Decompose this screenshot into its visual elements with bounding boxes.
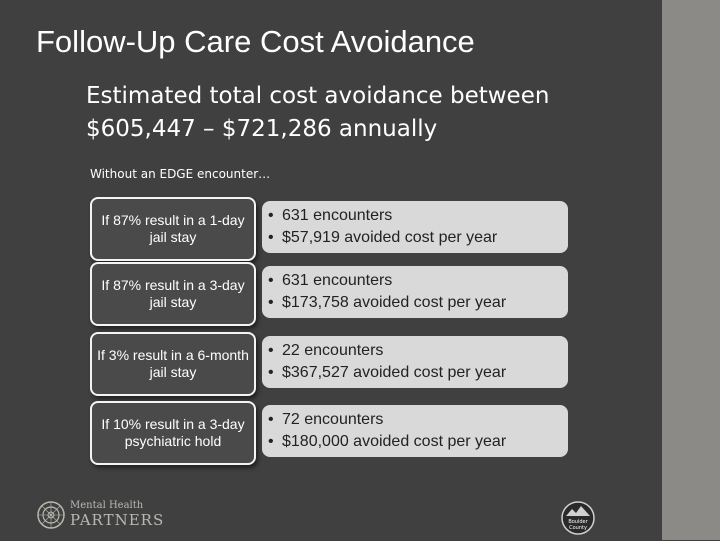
logo-line2: PARTNERS bbox=[70, 511, 165, 529]
avoided-cost-text: $180,000 avoided cost per year bbox=[282, 433, 507, 450]
result-box: • 631 encounters • $173,758 avoided cost p… bbox=[262, 266, 568, 318]
intro-text: Without an EDGE encounter… bbox=[90, 167, 271, 181]
avoided-cost-text: $57,919 avoided cost per year bbox=[282, 229, 498, 246]
side-strip bbox=[662, 0, 720, 540]
bullet-icon: • bbox=[268, 294, 274, 311]
bullet-icon: • bbox=[268, 433, 274, 450]
encounters-text: 631 encounters bbox=[282, 207, 393, 224]
encounters-text: 631 encounters bbox=[282, 272, 393, 289]
scenario-row: If 10% result in a 3-day psychiatric hol… bbox=[90, 401, 570, 467]
result-box: • 631 encounters • $57,919 avoided cost pe… bbox=[262, 201, 568, 253]
county-seal-icon: Boulder County bbox=[561, 501, 595, 535]
avoided-cost-text: $367,527 avoided cost per year bbox=[282, 364, 507, 381]
bullet-icon: • bbox=[268, 207, 274, 224]
bullet-icon: • bbox=[268, 364, 274, 381]
condition-box: If 10% result in a 3-day psychiatric hol… bbox=[90, 401, 256, 465]
encounters-text: 22 encounters bbox=[282, 342, 384, 359]
result-box: • 22 encounters • $367,527 avoided cost pe… bbox=[262, 336, 568, 388]
seal-line1: Boulder bbox=[568, 519, 588, 525]
mental-health-partners-logo: Mental Health PARTNERS bbox=[36, 500, 163, 536]
seal-line2: County bbox=[569, 525, 587, 531]
condition-box: If 3% result in a 6-month jail stay bbox=[90, 332, 256, 396]
scenario-row: If 87% result in a 1-day jail stay • 631 … bbox=[90, 197, 570, 263]
boulder-county-logo: Boulder County bbox=[560, 500, 596, 536]
result-box: • 72 encounters • $180,000 avoided cost pe… bbox=[262, 405, 568, 457]
emblem-icon bbox=[37, 501, 65, 529]
encounters-text: 72 encounters bbox=[282, 411, 384, 428]
avoided-cost-text: $173,758 avoided cost per year bbox=[282, 294, 507, 311]
condition-box: If 87% result in a 1-day jail stay bbox=[90, 197, 256, 261]
condition-box: If 87% result in a 3-day jail stay bbox=[90, 262, 256, 326]
logo-line1: Mental Health bbox=[70, 500, 144, 511]
bullet-icon: • bbox=[268, 411, 274, 428]
slide-subtitle: Estimated total cost avoidance between $… bbox=[86, 83, 550, 142]
slide-title: Follow-Up Care Cost Avoidance bbox=[36, 24, 475, 59]
bullet-icon: • bbox=[268, 342, 274, 359]
bullet-icon: • bbox=[268, 229, 274, 246]
bullet-icon: • bbox=[268, 272, 274, 289]
scenario-row: If 3% result in a 6-month jail stay • 22 … bbox=[90, 332, 570, 398]
scenario-row: If 87% result in a 3-day jail stay • 631 … bbox=[90, 262, 570, 328]
